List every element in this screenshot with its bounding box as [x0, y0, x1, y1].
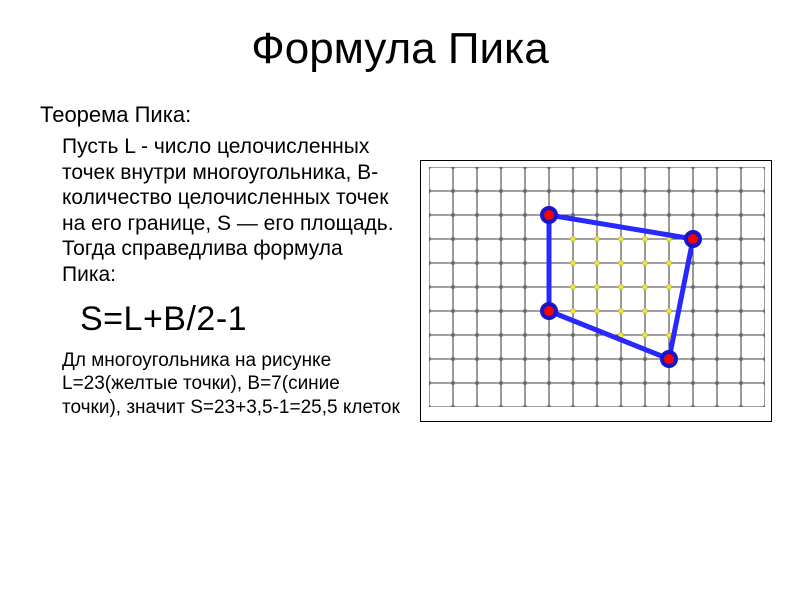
- formula-text: S=L+B/2-1: [40, 300, 400, 339]
- diagram-column: [420, 102, 760, 420]
- slide: Формула Пика Теорема Пика: Пусть L - чис…: [0, 0, 800, 600]
- diagram-inner: [429, 167, 765, 417]
- theorem-heading: Теорема Пика:: [40, 102, 400, 128]
- diagram-frame: [420, 160, 772, 422]
- lattice-diagram: [429, 167, 765, 407]
- text-column: Теорема Пика: Пусть L - число целочислен…: [40, 102, 400, 420]
- content-row: Теорема Пика: Пусть L - число целочислен…: [40, 102, 760, 420]
- theorem-paragraph: Пусть L - число целочисленных точек внут…: [40, 134, 400, 288]
- page-title: Формула Пика: [40, 24, 760, 74]
- example-paragraph: Дл многоугольника на рисунке L=23(желтые…: [40, 349, 400, 420]
